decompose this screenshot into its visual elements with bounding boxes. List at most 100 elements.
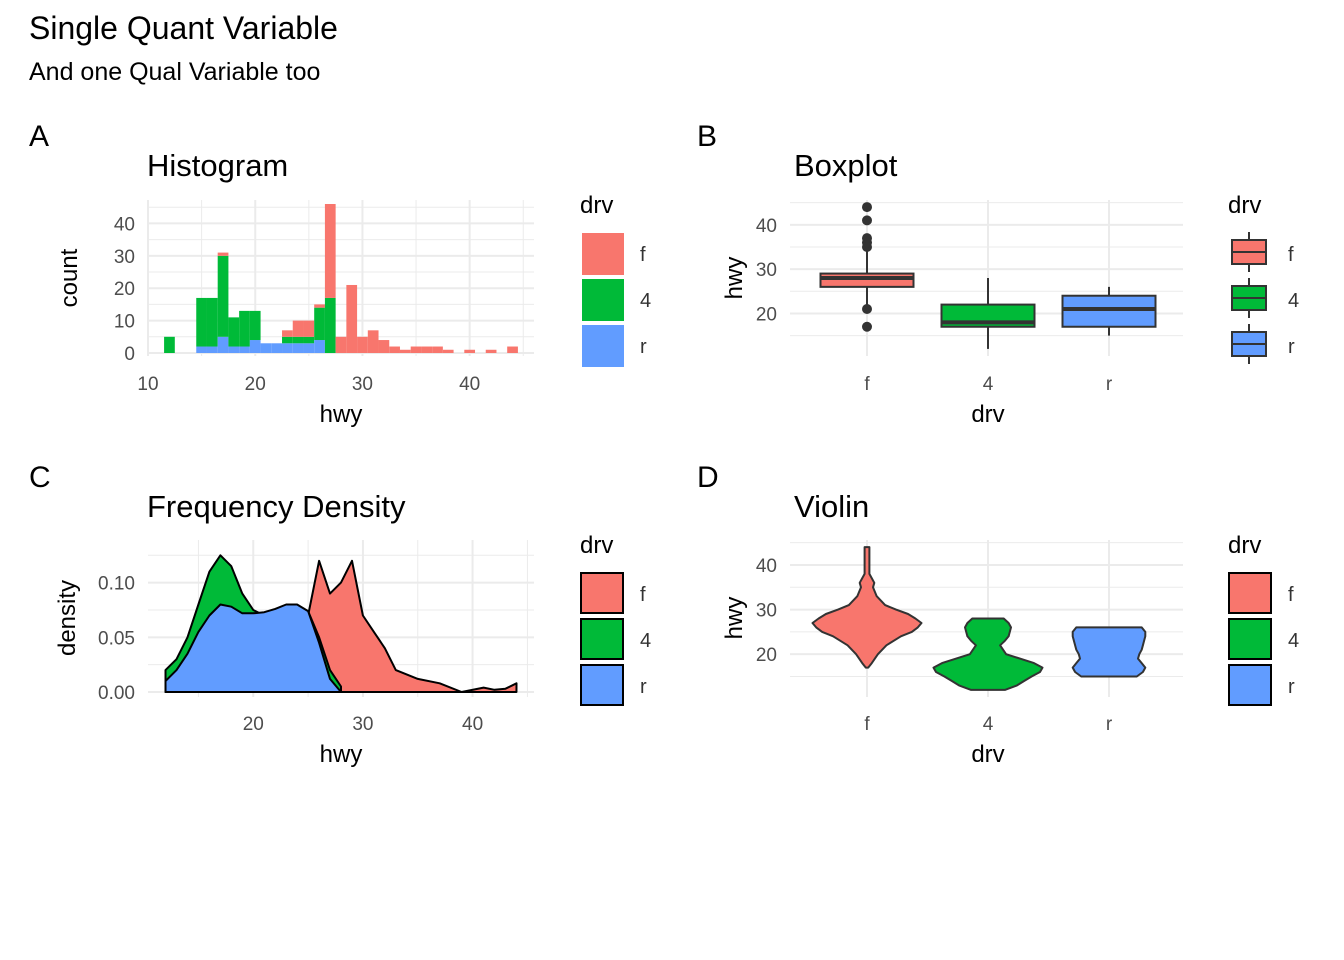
legend-key-4 bbox=[580, 618, 624, 660]
y-tick-label: 20 bbox=[756, 645, 777, 666]
bar-r bbox=[314, 340, 325, 353]
y-tick-label: 30 bbox=[756, 260, 777, 281]
violin-f bbox=[811, 546, 923, 669]
box-body bbox=[1061, 294, 1157, 328]
violin-4 bbox=[932, 617, 1044, 691]
legend-key-4 bbox=[1228, 618, 1272, 660]
bar-f bbox=[314, 304, 325, 308]
legend-key-r bbox=[580, 664, 624, 706]
y-tick-label: 40 bbox=[756, 556, 777, 577]
bar-f bbox=[485, 349, 497, 353]
x-axis-label: hwy bbox=[320, 741, 363, 768]
bar-f bbox=[389, 346, 400, 353]
x-tick-label: 30 bbox=[352, 374, 373, 395]
legend-label-f: f bbox=[1288, 244, 1294, 266]
bar-4 bbox=[239, 310, 250, 347]
legend-label-4: 4 bbox=[640, 630, 651, 652]
bar-f bbox=[421, 346, 433, 353]
bar-f bbox=[346, 284, 358, 353]
legend-key-f bbox=[582, 233, 624, 275]
bar-f bbox=[282, 330, 293, 337]
x-tick-label: r bbox=[1106, 374, 1113, 395]
y-tick-label: 40 bbox=[114, 214, 135, 235]
chart-title: Violin bbox=[794, 489, 869, 524]
bar-r bbox=[282, 343, 293, 353]
legend-label-f: f bbox=[640, 244, 646, 266]
outlier-point bbox=[862, 321, 872, 332]
page-subtitle: And one Qual Variable too bbox=[29, 58, 321, 86]
bar-f bbox=[292, 320, 304, 337]
x-tick-label: 4 bbox=[983, 714, 994, 735]
legend-label-r: r bbox=[640, 336, 647, 358]
chart-title: Histogram bbox=[147, 148, 288, 183]
y-axis-label: density bbox=[54, 580, 81, 656]
legend-label-4: 4 bbox=[1288, 630, 1299, 652]
legend-key-f bbox=[1228, 572, 1272, 614]
bar-f bbox=[217, 252, 229, 256]
legend-label-f: f bbox=[640, 584, 646, 606]
bar-f bbox=[335, 336, 347, 353]
x-tick-label: r bbox=[1106, 714, 1113, 735]
legend-label-r: r bbox=[1288, 336, 1295, 358]
y-tick-label: 0.00 bbox=[98, 683, 135, 704]
outlier-point bbox=[862, 233, 872, 244]
box-4 bbox=[940, 278, 1036, 349]
legend-entry-f: f bbox=[1231, 232, 1294, 272]
bar-r bbox=[249, 340, 261, 353]
y-tick-label: 30 bbox=[756, 601, 777, 622]
bar-f bbox=[324, 204, 336, 298]
legend-key-r bbox=[1228, 664, 1272, 706]
box-f bbox=[819, 202, 915, 332]
bar-r bbox=[271, 343, 283, 353]
legend-title: drv bbox=[1228, 192, 1261, 219]
x-tick-label: 40 bbox=[462, 714, 483, 735]
legend-entry-4: 4 bbox=[1228, 618, 1299, 660]
outlier-point bbox=[862, 202, 872, 213]
bar-f bbox=[303, 320, 315, 337]
box-body bbox=[819, 272, 915, 288]
legend-entry-f: f bbox=[1228, 572, 1294, 614]
legend-entry-f: f bbox=[580, 572, 646, 614]
y-tick-label: 10 bbox=[114, 312, 135, 333]
bar-r bbox=[228, 346, 240, 353]
legend-entry-r: r bbox=[582, 325, 647, 367]
bar-4 bbox=[249, 310, 261, 341]
bar-4 bbox=[228, 317, 240, 347]
legend-entry-r: r bbox=[1231, 324, 1295, 364]
bar-r bbox=[239, 346, 250, 353]
box-r bbox=[1061, 286, 1157, 336]
legend-label-f: f bbox=[1288, 584, 1294, 606]
page-title: Single Quant Variable bbox=[29, 10, 338, 46]
bar-f bbox=[357, 336, 368, 353]
legend-label-r: r bbox=[640, 676, 647, 698]
x-tick-label: 4 bbox=[983, 374, 994, 395]
y-tick-label: 0.10 bbox=[98, 574, 135, 595]
bar-f bbox=[464, 349, 476, 353]
y-tick-label: 0.05 bbox=[98, 628, 135, 649]
y-tick-label: 20 bbox=[114, 279, 135, 300]
bar-4 bbox=[314, 307, 325, 341]
bar-4 bbox=[196, 297, 207, 347]
chart-D: D Violin 20 30 40 f 4 r drv hwy drv f 4 r bbox=[697, 461, 1299, 768]
y-tick-label: 0 bbox=[124, 344, 135, 365]
bar-f bbox=[442, 349, 454, 353]
panel-tag: D bbox=[697, 461, 719, 494]
legend-entry-4: 4 bbox=[582, 279, 651, 321]
x-axis-label: drv bbox=[971, 401, 1004, 428]
y-tick-label: 20 bbox=[756, 304, 777, 325]
legend-key-4 bbox=[582, 279, 624, 321]
bar-4 bbox=[292, 336, 304, 344]
chart-B: B Boxplot 20 30 40 f 4 r drv hwy drv f 4 r bbox=[697, 120, 1299, 428]
bar-r bbox=[206, 346, 218, 353]
panel-tag: C bbox=[29, 461, 51, 494]
legend-entry-4: 4 bbox=[580, 618, 651, 660]
bar-f bbox=[410, 346, 422, 353]
density-area-r bbox=[164, 603, 342, 693]
bar-r bbox=[196, 346, 207, 353]
bar-4 bbox=[164, 336, 175, 353]
x-tick-label: 20 bbox=[243, 714, 264, 735]
panel-tag: A bbox=[29, 120, 49, 153]
x-tick-label: f bbox=[864, 374, 870, 395]
y-tick-label: 40 bbox=[756, 216, 777, 237]
